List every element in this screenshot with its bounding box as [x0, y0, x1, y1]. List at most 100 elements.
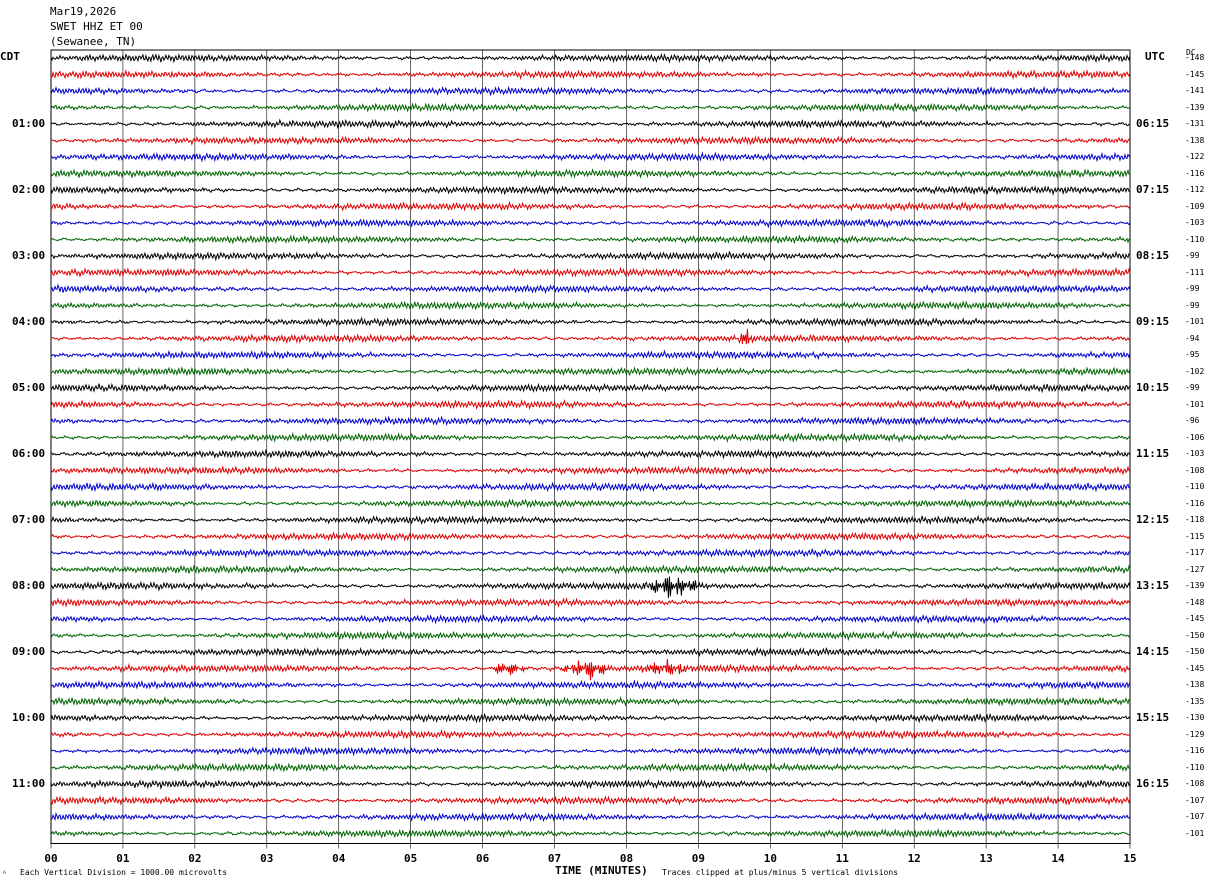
plot-frame	[50, 49, 1131, 844]
seismic-trace-26	[50, 481, 1131, 493]
header-location: (Sewanee, TN)	[50, 35, 137, 48]
seismic-trace-42	[50, 745, 1131, 757]
seismic-trace-16	[50, 316, 1131, 328]
seismic-trace-30	[50, 547, 1130, 559]
cdt-hour-label: 02:00	[12, 183, 46, 196]
seismic-trace-5	[51, 135, 1131, 146]
dc-offset-label: -145	[1185, 69, 1205, 79]
dc-offset-label: -107	[1185, 795, 1205, 805]
dc-offset-label: -141	[1185, 86, 1205, 95]
dc-offset-label: -110	[1185, 234, 1205, 244]
x-tick-label: 12	[907, 852, 921, 865]
dc-offset-label: -106	[1185, 432, 1205, 442]
dc-offset-label: -96	[1185, 416, 1200, 425]
seismic-trace-27	[50, 498, 1131, 510]
dc-offset-label: -117	[1185, 548, 1205, 557]
seismic-trace-6	[50, 151, 1131, 163]
seismic-trace-14	[50, 283, 1131, 295]
dc-offset-label: -103	[1185, 449, 1205, 458]
utc-hour-label: 15:15	[1136, 711, 1170, 724]
seismic-trace-10	[50, 217, 1131, 229]
seismic-trace-22	[50, 415, 1131, 427]
cdt-hour-label: 04:00	[12, 315, 46, 328]
dc-offset-label: -107	[1185, 812, 1205, 821]
seismic-trace-19	[50, 366, 1131, 377]
seismic-trace-9	[50, 200, 1131, 213]
dc-header-label: DC	[1186, 48, 1196, 57]
seismic-trace-36	[50, 646, 1131, 658]
dc-offset-label: -131	[1185, 119, 1205, 128]
x-tick-label: 13	[979, 852, 993, 865]
seismic-trace-21	[50, 399, 1131, 411]
seismic-trace-37	[51, 658, 1131, 681]
trace-layer	[50, 52, 1131, 839]
dc-offset-label: -99	[1185, 383, 1200, 392]
seismic-trace-39	[50, 695, 1131, 707]
dc-offset-label: -99	[1185, 284, 1200, 293]
seismic-trace-20	[50, 382, 1131, 394]
dc-offset-label: -122	[1185, 152, 1205, 161]
dc-offset-label: -109	[1185, 201, 1205, 211]
dc-offset-label: -135	[1185, 696, 1205, 706]
x-tick-label: 11	[835, 852, 849, 865]
utc-hour-label: 16:15	[1136, 777, 1170, 790]
dc-offset-label: -101	[1185, 317, 1205, 326]
left-timezone-label: CDT	[0, 50, 20, 63]
dc-offset-label: -95	[1185, 350, 1200, 359]
dc-offset-label: -116	[1185, 498, 1205, 508]
utc-hour-label: 06:15	[1136, 117, 1170, 130]
dc-offset-label: -110	[1185, 482, 1205, 491]
utc-hour-label: 14:15	[1136, 645, 1170, 658]
dc-offset-label: -127	[1185, 564, 1205, 574]
dc-offset-label: -148	[1185, 53, 1205, 62]
seismic-trace-4	[50, 118, 1131, 130]
dc-offset-label: -99	[1185, 300, 1200, 310]
dc-offset-label: -116	[1185, 746, 1205, 755]
utc-hour-label: 07:15	[1136, 183, 1170, 196]
cdt-hour-label: 09:00	[12, 645, 46, 658]
dc-offset-label: -129	[1185, 729, 1205, 739]
x-tick-label: 02	[188, 852, 202, 865]
dc-offset-label: -138	[1185, 135, 1205, 145]
x-tick-label: 05	[404, 852, 418, 865]
utc-hour-label: 11:15	[1136, 447, 1170, 460]
seismic-trace-45	[50, 795, 1131, 806]
dc-offset-label: -150	[1185, 647, 1205, 656]
corner-mark-icon: ᴬ	[2, 869, 7, 878]
dc-offset-label: -148	[1185, 597, 1205, 607]
seismic-trace-46	[51, 811, 1131, 823]
seismic-trace-2	[50, 85, 1131, 97]
utc-hour-label: 12:15	[1136, 513, 1170, 526]
seismic-trace-41	[50, 728, 1131, 740]
cdt-hour-label: 10:00	[12, 711, 46, 724]
cdt-hour-label: 11:00	[12, 777, 46, 790]
seismic-trace-8	[50, 184, 1131, 196]
cdt-hour-label: 01:00	[12, 117, 46, 130]
x-tick-label: 09	[691, 852, 706, 865]
x-tick-label: 15	[1123, 852, 1137, 865]
dc-offset-label: -139	[1185, 581, 1205, 590]
footer-scale-note: Each Vertical Division = 1000.00 microvo…	[20, 868, 228, 877]
seismic-trace-43	[50, 761, 1131, 773]
seismic-trace-18	[50, 349, 1131, 361]
dc-offset-label: -103	[1185, 218, 1205, 227]
seismic-trace-23	[50, 431, 1131, 444]
seismic-trace-17	[50, 328, 1131, 345]
x-tick-label: 07	[547, 852, 562, 865]
dc-offset-label: -110	[1185, 762, 1205, 772]
grid-layer	[50, 49, 1131, 849]
seismic-trace-3	[50, 102, 1131, 113]
x-tick-label: 06	[475, 852, 490, 865]
dc-offset-label: -150	[1185, 630, 1205, 640]
dc-offset-label: -99	[1185, 251, 1200, 260]
dc-offset-label: -94	[1185, 333, 1200, 343]
seismic-trace-7	[50, 168, 1130, 179]
seismic-trace-25	[50, 465, 1131, 476]
dc-offset-label: -145	[1185, 663, 1205, 673]
dc-offset-label: -130	[1185, 713, 1205, 722]
x-tick-label: 10	[763, 852, 777, 865]
cdt-hour-label: 08:00	[12, 579, 46, 592]
dc-offset-label: -108	[1185, 465, 1205, 475]
dc-offset-label: -118	[1185, 515, 1205, 524]
